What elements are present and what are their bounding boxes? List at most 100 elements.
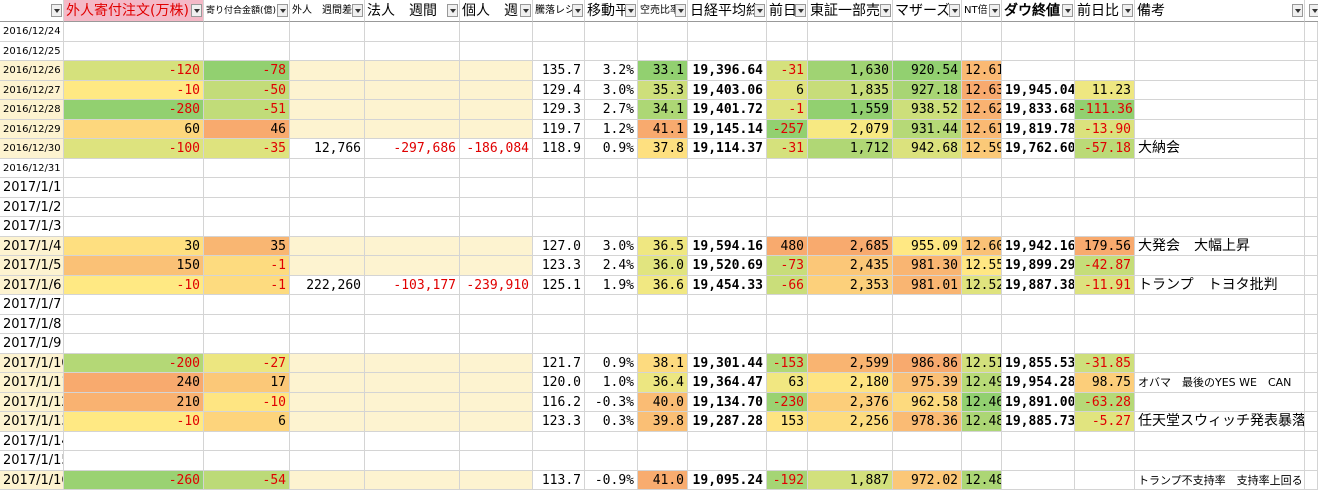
data-cell: 123.3	[533, 256, 585, 276]
filter-button[interactable]	[191, 4, 202, 17]
data-cell	[460, 100, 533, 120]
data-cell: 19,833.68	[1002, 100, 1075, 120]
column-header[interactable]: 前日比	[1075, 0, 1135, 22]
remark: 大納会	[1135, 139, 1305, 159]
data-cell: -192	[767, 470, 808, 490]
data-cell	[962, 197, 1002, 217]
data-cell: 12.48	[962, 412, 1002, 432]
data-cell	[460, 314, 533, 334]
data-cell	[460, 22, 533, 42]
data-cell	[460, 392, 533, 412]
data-cell	[365, 392, 460, 412]
column-header[interactable]: 個人 週	[460, 0, 533, 22]
data-cell	[1075, 314, 1135, 334]
remark	[1135, 178, 1305, 198]
column-header[interactable]: 法人 週間	[365, 0, 460, 22]
row-date: 2017/1/3	[0, 217, 64, 237]
column-header[interactable]: 前日	[767, 0, 808, 22]
row-filler	[1305, 451, 1318, 471]
data-cell: 12.48	[962, 470, 1002, 490]
data-cell: 120.0	[533, 373, 585, 393]
data-cell	[365, 80, 460, 100]
data-cell	[1075, 178, 1135, 198]
data-cell: -78	[204, 61, 290, 81]
data-cell: 19,891.00	[1002, 392, 1075, 412]
data-cell: 2,599	[808, 353, 893, 373]
data-cell	[290, 451, 365, 471]
data-cell	[1075, 158, 1135, 178]
column-header[interactable]: 外人 週間差	[290, 0, 365, 22]
data-cell	[808, 41, 893, 61]
data-cell	[688, 22, 767, 42]
data-cell	[365, 158, 460, 178]
column-header[interactable]: マザーズ	[893, 0, 962, 22]
remark	[1135, 451, 1305, 471]
filter-button[interactable]	[625, 4, 636, 17]
data-cell	[1075, 334, 1135, 354]
column-header[interactable]: 東証一部売	[808, 0, 893, 22]
remark	[1135, 197, 1305, 217]
row-date: 2016/12/27	[0, 80, 64, 100]
data-cell	[688, 451, 767, 471]
filter-button[interactable]	[1292, 4, 1303, 17]
filter-button[interactable]	[520, 4, 531, 17]
data-cell: 19,301.44	[688, 353, 767, 373]
data-cell	[460, 178, 533, 198]
row-filler	[1305, 431, 1318, 451]
filter-button[interactable]	[277, 4, 288, 17]
filter-button[interactable]	[795, 4, 806, 17]
filter-button[interactable]	[754, 4, 765, 17]
data-cell	[460, 431, 533, 451]
data-cell	[290, 217, 365, 237]
data-cell	[64, 158, 204, 178]
filter-button[interactable]	[447, 4, 458, 17]
row-date: 2016/12/30	[0, 139, 64, 159]
data-cell: -153	[767, 353, 808, 373]
data-cell	[585, 295, 638, 315]
data-cell	[460, 412, 533, 432]
data-cell: -13.90	[1075, 119, 1135, 139]
column-header[interactable]: 寄り付合金額(億)	[204, 0, 290, 22]
column-header[interactable]: 騰落レシ	[533, 0, 585, 22]
filter-button[interactable]	[675, 4, 686, 17]
column-header[interactable]: NT倍	[962, 0, 1002, 22]
filter-button[interactable]	[1122, 4, 1133, 17]
filter-button[interactable]	[352, 4, 363, 17]
row-filler	[1305, 334, 1318, 354]
data-cell: 2,376	[808, 392, 893, 412]
row-filler	[1305, 470, 1318, 490]
row-filler	[1305, 178, 1318, 198]
filter-button[interactable]	[572, 4, 583, 17]
data-cell: -120	[64, 61, 204, 81]
data-cell: 19,855.53	[1002, 353, 1075, 373]
data-cell	[1075, 41, 1135, 61]
data-cell	[638, 295, 688, 315]
data-cell	[1002, 61, 1075, 81]
filter-button[interactable]	[949, 4, 960, 17]
data-cell	[585, 22, 638, 42]
data-cell: 38.1	[638, 353, 688, 373]
data-cell: 942.68	[893, 139, 962, 159]
data-cell	[1002, 451, 1075, 471]
filter-button[interactable]	[880, 4, 891, 17]
column-header[interactable]: 空売比率	[638, 0, 688, 22]
data-cell	[1002, 178, 1075, 198]
corner-header[interactable]	[0, 0, 64, 22]
data-cell	[1002, 470, 1075, 490]
data-cell	[808, 22, 893, 42]
data-cell: 3.0%	[585, 80, 638, 100]
data-cell	[460, 470, 533, 490]
data-cell	[365, 256, 460, 276]
column-header[interactable]: ダウ終値	[1002, 0, 1075, 22]
data-cell: -111.36	[1075, 100, 1135, 120]
data-cell: 135.7	[533, 61, 585, 81]
data-cell	[290, 100, 365, 120]
column-header[interactable]: 外人寄付注文(万株)	[64, 0, 204, 22]
filter-button[interactable]	[989, 4, 1000, 17]
data-cell: -31	[767, 61, 808, 81]
column-header[interactable]: 備考	[1135, 0, 1305, 22]
column-header[interactable]: 移動平	[585, 0, 638, 22]
column-header[interactable]: 日経平均終	[688, 0, 767, 22]
data-cell: 19,942.16	[1002, 236, 1075, 256]
filter-button[interactable]	[1062, 4, 1073, 17]
